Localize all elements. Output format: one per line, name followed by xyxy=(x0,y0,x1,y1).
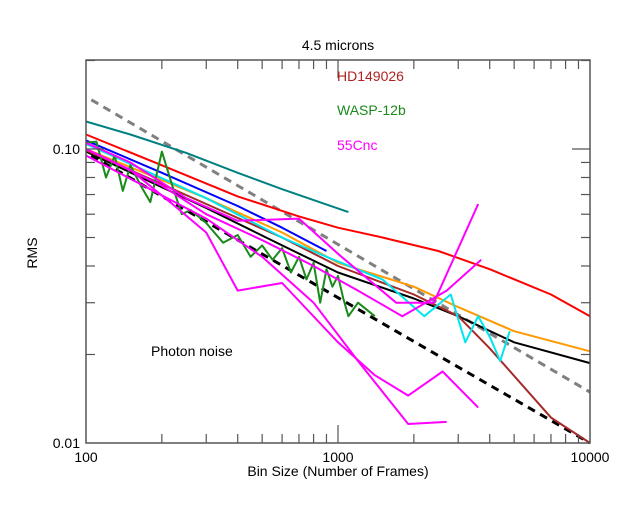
series-green-WASP-12b xyxy=(85,140,376,318)
legend-55cnc: 55Cnc xyxy=(337,137,377,153)
series-photon-noise-black-dashed xyxy=(90,154,591,445)
ticks-layer xyxy=(86,59,590,443)
legend-wasp-12b: WASP-12b xyxy=(337,102,406,118)
series-magenta-55Cnc-4 xyxy=(85,154,447,425)
annotation-photon-noise: Photon noise xyxy=(151,343,233,359)
x-tick-label-1000: 1000 xyxy=(322,449,353,465)
series-layer xyxy=(85,98,591,445)
series-orange xyxy=(85,148,591,353)
series-brown xyxy=(85,149,591,444)
series-magenta-55Cnc-1 xyxy=(85,141,480,304)
series-teal xyxy=(85,120,349,214)
series-magenta-55Cnc-2 xyxy=(85,148,482,318)
y-tick-label-0.01: 0.01 xyxy=(53,435,80,451)
series-blue xyxy=(85,139,327,252)
x-tick-label-10000: 10000 xyxy=(571,449,610,465)
y-tick-label-0.10: 0.10 xyxy=(53,141,80,157)
series-red xyxy=(85,133,591,318)
x-axis-title: Bin Size (Number of Frames) xyxy=(247,463,428,479)
y-axis-title: RMS xyxy=(24,237,40,268)
x-tick-label-100: 100 xyxy=(74,449,98,465)
chart-title: 4.5 microns xyxy=(302,37,374,53)
series-cyan xyxy=(85,143,511,362)
series-reference-gray-dashed xyxy=(90,98,591,394)
legend-hd149026: HD149026 xyxy=(337,68,404,84)
